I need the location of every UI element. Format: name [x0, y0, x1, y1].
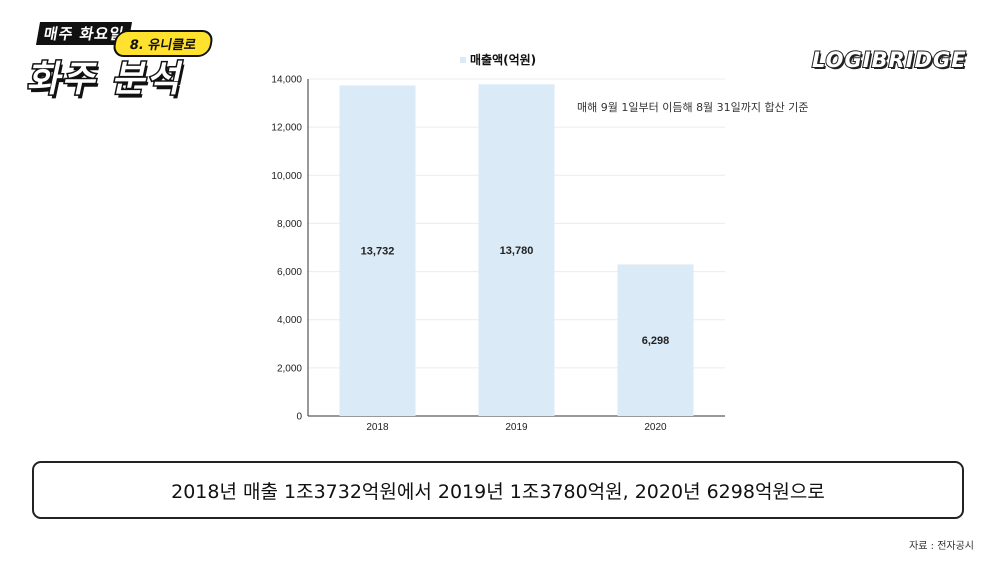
bar-2019: [478, 84, 555, 416]
chart-note: 매해 9월 1일부터 이듬해 8월 31일까지 합산 기준: [577, 100, 809, 114]
y-tick-label: 8,000: [277, 219, 302, 230]
y-tick-label: 10,000: [271, 171, 302, 182]
logibridge-logo: LOGIBRIDGE: [811, 47, 967, 73]
y-tick-label: 6,000: [277, 267, 302, 278]
data-label-2018: 13,732: [361, 246, 395, 258]
summary-text: 2018년 매출 1조3732억원에서 2019년 1조3780억원, 2020…: [171, 480, 825, 503]
legend-label: 매출액(억원): [470, 52, 536, 67]
y-tick-label: 14,000: [271, 75, 302, 86]
y-tick-label: 4,000: [277, 315, 302, 326]
data-label-2019: 13,780: [500, 245, 534, 257]
x-tick-label-2020: 2020: [644, 422, 667, 433]
summary-box: 2018년 매출 1조3732억원에서 2019년 1조3780억원, 2020…: [32, 461, 964, 519]
y-tick-label: 12,000: [271, 123, 302, 134]
x-tick-label-2018: 2018: [366, 422, 389, 433]
bar-2020: [617, 264, 694, 416]
x-tick-label-2019: 2019: [505, 422, 528, 433]
bar-chart: 0 2,000 4,000 6,000 8,000 10,000 12,000 14,000 1…: [271, 52, 809, 433]
y-tick-label: 0: [296, 412, 302, 423]
source-note: 자료 : 전자공시: [909, 541, 974, 552]
legend-swatch: [460, 57, 466, 63]
y-tick-label: 2,000: [277, 363, 302, 374]
data-label-2020: 6,298: [642, 335, 670, 347]
bar-2018: [339, 85, 416, 416]
